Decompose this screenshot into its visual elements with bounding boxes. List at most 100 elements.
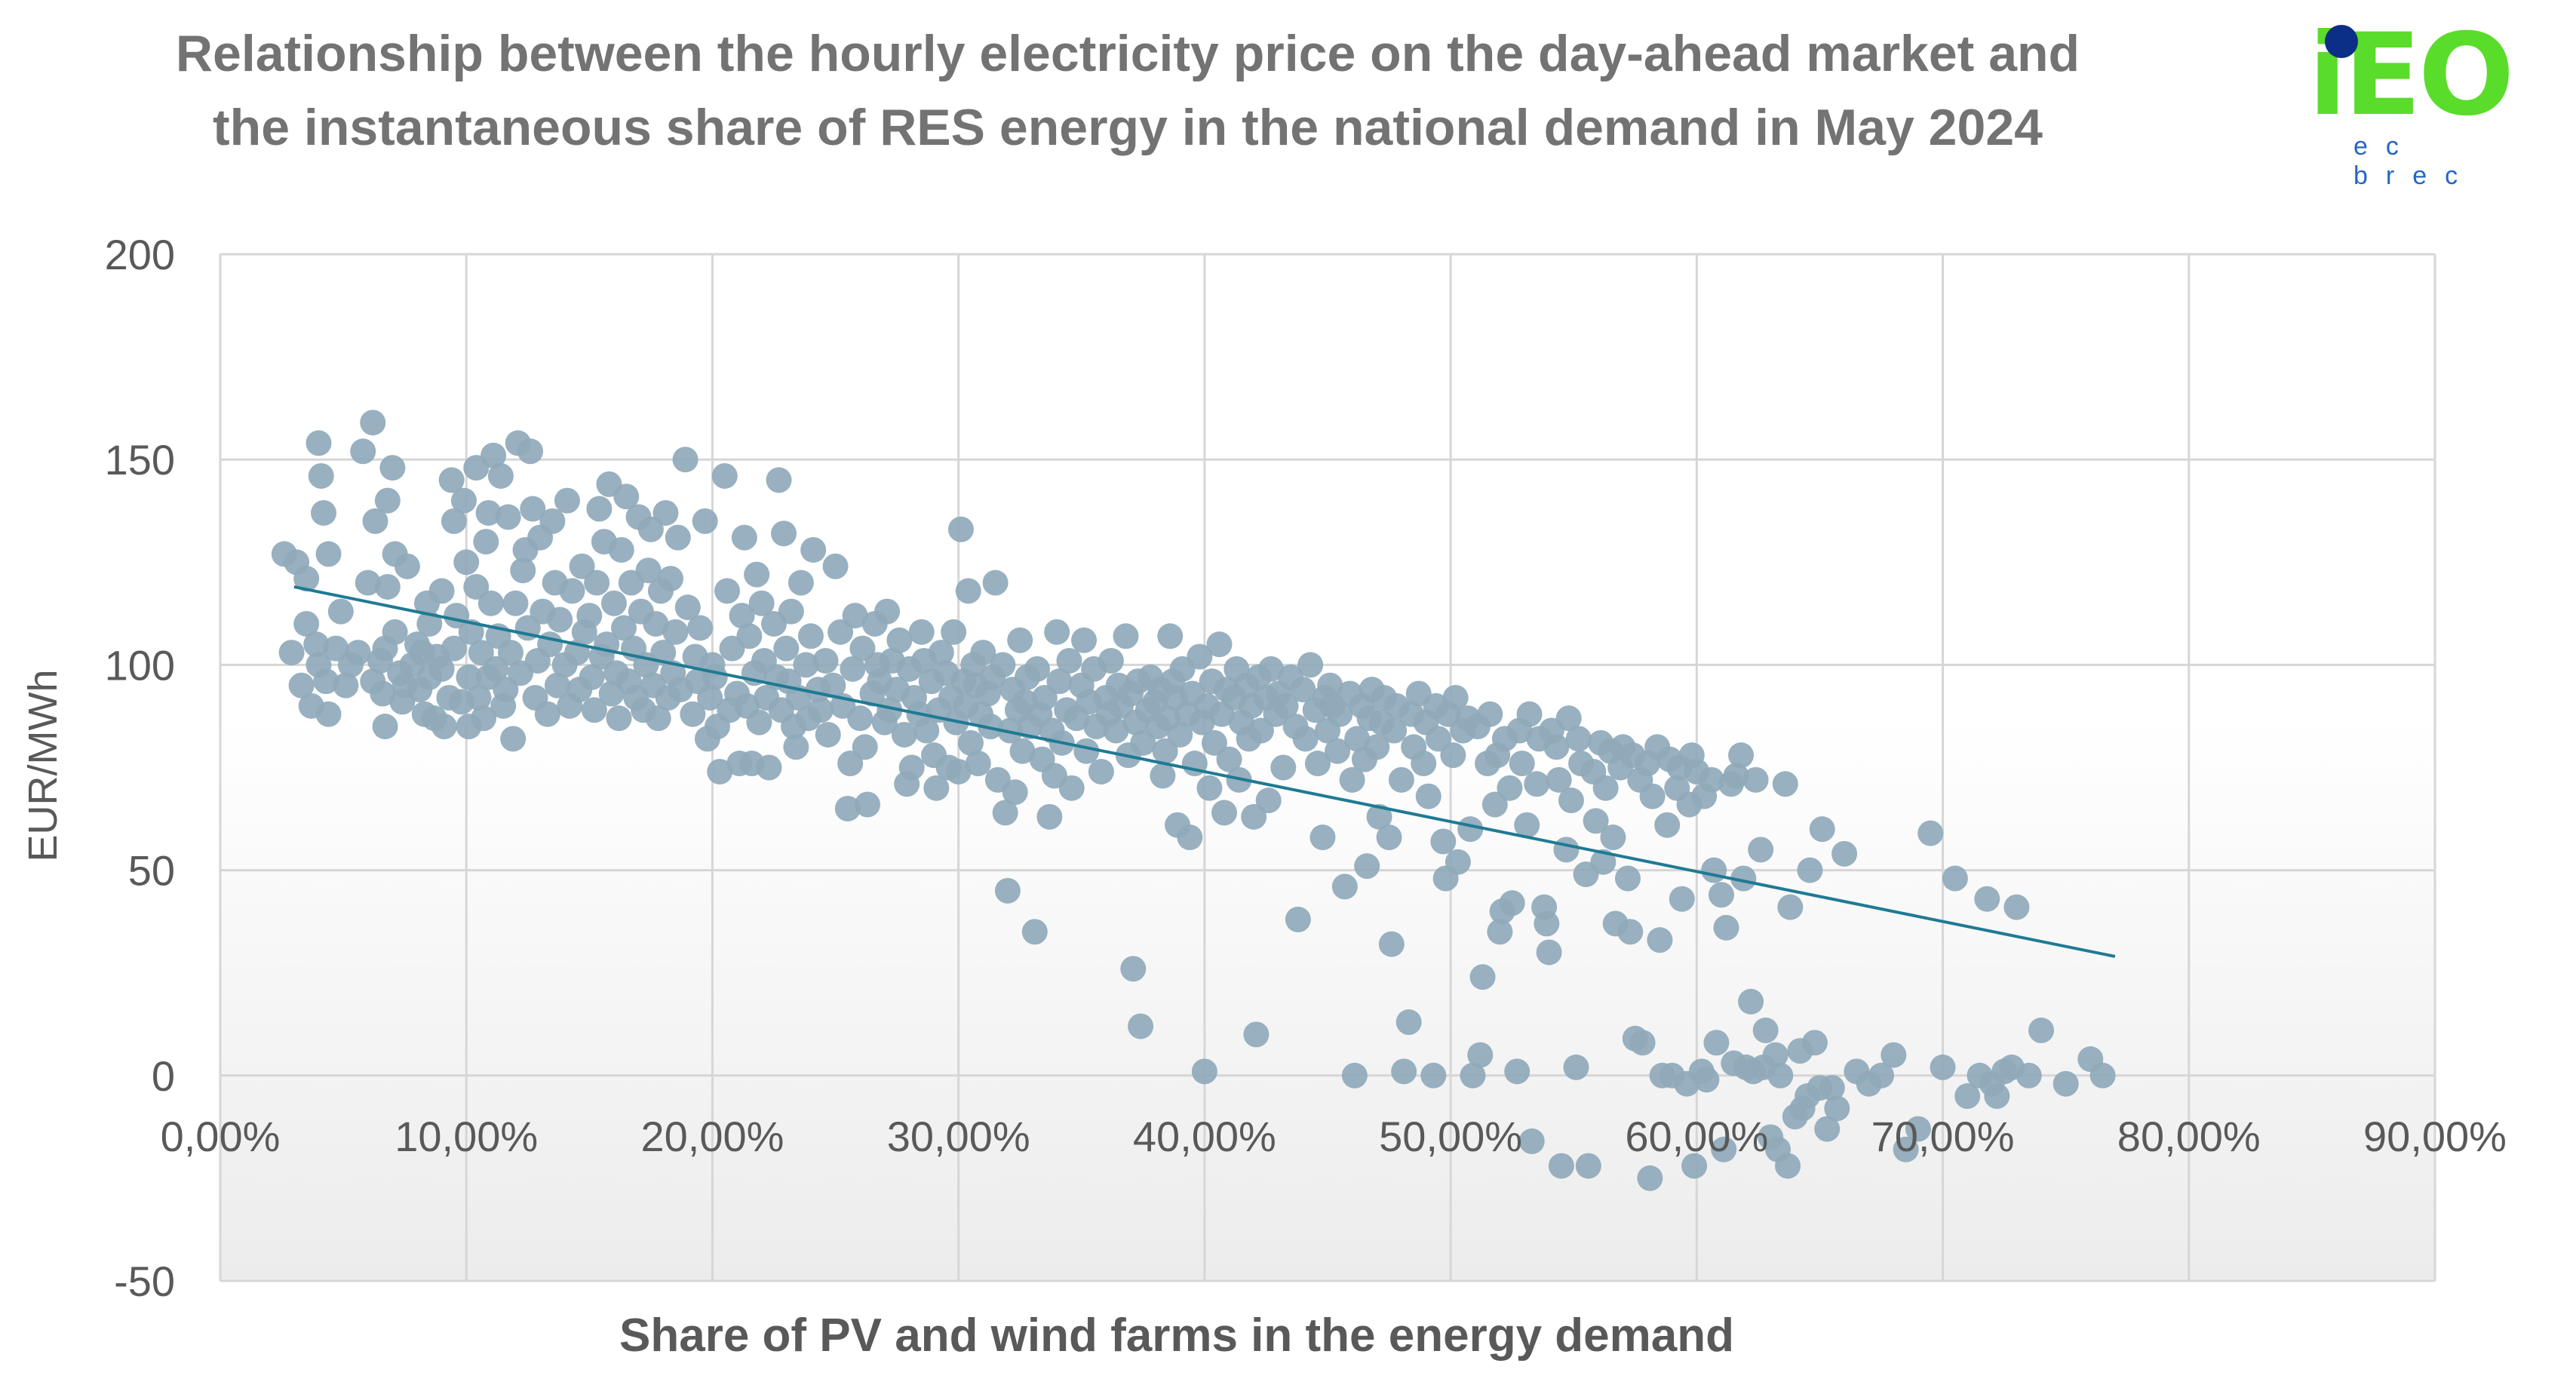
data-point [468, 640, 494, 666]
data-point [970, 640, 996, 666]
data-point [635, 557, 662, 584]
data-point [1797, 857, 1823, 883]
data-point [441, 508, 467, 534]
data-point [1543, 734, 1570, 760]
data-point [1376, 824, 1402, 851]
data-point [1327, 701, 1353, 727]
data-point [483, 656, 509, 682]
data-point [1381, 717, 1408, 744]
data-point [1942, 865, 1968, 892]
data-point [1917, 820, 1944, 846]
data-point [293, 566, 320, 592]
y-tick-labels: 200 150 100 50 0 -50 [105, 231, 175, 1305]
data-point [315, 541, 342, 567]
data-points [271, 410, 2116, 1191]
data-point [360, 410, 386, 436]
data-point [355, 570, 381, 596]
y-tick-label: 0 [152, 1052, 175, 1100]
data-point [428, 578, 455, 604]
x-tick-label: 0,00% [161, 1113, 281, 1160]
data-point [2089, 1062, 2116, 1089]
data-point [1881, 1042, 1907, 1068]
ieo-logo: iEO ec brec [2308, 19, 2550, 190]
data-point [994, 877, 1021, 904]
data-point [1930, 1054, 1956, 1080]
data-point [1378, 931, 1405, 957]
data-point [1509, 751, 1535, 777]
data-point [1536, 939, 1562, 966]
data-point [416, 610, 443, 637]
chart-title-line-2: the instantaneous share of RES energy in… [213, 99, 2043, 156]
data-point [1555, 705, 1582, 732]
data-point [1497, 775, 1523, 801]
data-point [534, 701, 560, 727]
data-point [847, 705, 874, 732]
data-point [502, 590, 529, 616]
data-point [1270, 754, 1297, 781]
data-point [1325, 738, 1351, 764]
data-point [495, 504, 521, 530]
data-point [923, 775, 950, 801]
data-point [1868, 1062, 1894, 1089]
data-point [1442, 684, 1469, 711]
data-point [323, 635, 349, 662]
data-point [1058, 775, 1085, 801]
data-point [1752, 1017, 1779, 1043]
trendline [293, 585, 2116, 958]
data-point [1036, 803, 1063, 830]
data-point [1445, 849, 1471, 875]
data-point [652, 499, 679, 526]
data-point [1290, 677, 1316, 703]
data-point [1819, 1075, 1845, 1101]
data-point [2053, 1070, 2079, 1097]
data-point [1152, 738, 1178, 764]
y-tick-label: 200 [105, 231, 175, 278]
data-point [637, 516, 664, 542]
data-point [500, 726, 527, 752]
data-point [1514, 812, 1540, 838]
data-point [908, 619, 935, 645]
logo-subtitle: ec brec [2353, 132, 2476, 190]
data-point [1157, 623, 1184, 649]
data-point [1801, 1030, 1828, 1056]
data-point [1031, 684, 1058, 711]
data-point [382, 619, 408, 645]
data-point [1364, 734, 1390, 760]
data-point [579, 664, 605, 690]
data-point [711, 462, 738, 489]
data-point [537, 631, 563, 658]
data-point [957, 729, 984, 756]
data-point [842, 603, 868, 629]
data-point [1565, 726, 1592, 752]
data-point [278, 640, 305, 666]
data-point [1120, 956, 1147, 982]
data-point [1304, 751, 1331, 777]
data-point [748, 590, 775, 616]
data-point [1150, 763, 1176, 789]
data-point [1071, 627, 1098, 653]
data-point [778, 598, 804, 625]
data-point [2028, 1017, 2055, 1043]
data-point [1046, 668, 1073, 695]
x-tick-label: 90,00% [2363, 1113, 2507, 1160]
data-point [793, 652, 819, 678]
data-point [333, 672, 359, 699]
data-point [1592, 775, 1619, 801]
data-point [731, 524, 757, 551]
data-point [1241, 803, 1267, 830]
data-point [1708, 882, 1734, 908]
y-tick-label: 50 [128, 847, 175, 895]
chart-title-line-1: Relationship between the hourly electric… [175, 25, 2080, 82]
data-point [945, 758, 972, 785]
data-point [714, 578, 741, 604]
data-point [965, 751, 991, 777]
data-point [1617, 919, 1644, 945]
data-point [1044, 619, 1070, 645]
data-point [379, 455, 406, 481]
data-point [1292, 726, 1319, 752]
data-point [303, 631, 330, 658]
data-point [586, 496, 613, 522]
data-point [1647, 927, 1673, 953]
data-point [913, 717, 940, 744]
data-point [481, 442, 507, 468]
